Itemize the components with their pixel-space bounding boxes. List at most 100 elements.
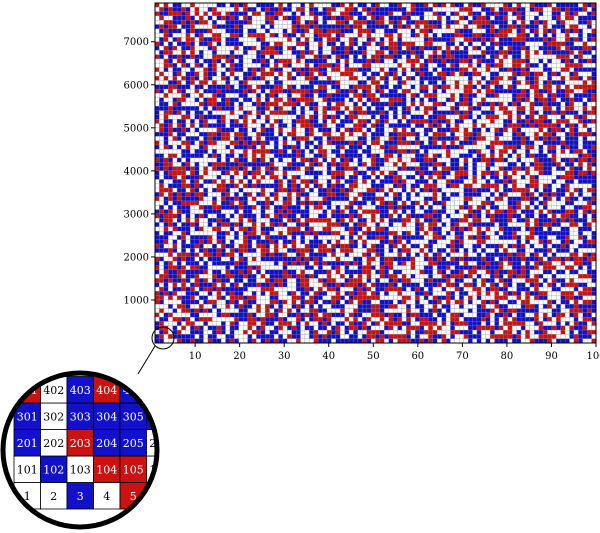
grid-cell xyxy=(485,45,491,51)
grid-cell xyxy=(384,192,389,197)
grid-cell xyxy=(542,119,548,124)
grid-cell xyxy=(185,131,191,137)
grid-cell xyxy=(260,80,266,85)
grid-cell xyxy=(375,11,381,17)
grid-cell xyxy=(406,192,411,197)
grid-cell xyxy=(565,63,570,68)
grid-cell xyxy=(525,187,530,193)
grid-cell xyxy=(587,157,592,163)
grid-cell xyxy=(172,127,178,133)
grid-cell xyxy=(326,192,332,197)
grid-cell xyxy=(348,149,354,154)
grid-cell xyxy=(520,114,526,120)
grid-cell xyxy=(185,84,191,90)
grid-cell xyxy=(520,2,526,8)
grid-cell xyxy=(273,54,279,60)
grid-cell xyxy=(269,123,275,128)
grid-cell xyxy=(185,162,191,167)
grid-cell xyxy=(304,11,310,17)
grid-cell xyxy=(176,45,182,51)
grid-cell xyxy=(445,88,451,94)
grid-cell xyxy=(370,45,376,51)
grid-cell xyxy=(494,136,500,141)
grid-cell xyxy=(238,33,244,38)
grid-cell xyxy=(265,101,270,107)
grid-cell xyxy=(415,28,420,34)
grid-cell xyxy=(560,106,566,111)
grid-cell xyxy=(401,170,407,176)
grid-cell xyxy=(437,192,442,197)
grid-cell xyxy=(176,80,182,85)
grid-cell xyxy=(198,162,204,167)
grid-cell xyxy=(459,45,464,51)
grid-cell xyxy=(309,24,314,29)
grid-cell xyxy=(340,24,345,29)
grid-cell xyxy=(198,157,204,163)
grid-cell xyxy=(348,58,354,64)
grid-cell xyxy=(225,76,231,81)
grid-cell xyxy=(331,114,336,120)
grid-cell xyxy=(370,54,376,60)
grid-cell xyxy=(437,50,442,55)
grid-cell xyxy=(569,24,575,29)
grid-cell xyxy=(265,175,270,180)
grid-cell xyxy=(172,93,178,98)
grid-cell xyxy=(542,136,548,141)
grid-cell xyxy=(520,97,526,103)
grid-cell xyxy=(410,71,416,77)
grid-cell xyxy=(463,192,469,197)
grid-cell xyxy=(525,196,530,202)
grid-cell xyxy=(587,28,592,34)
grid-cell xyxy=(309,192,314,197)
grid-cell xyxy=(207,76,213,81)
grid-cell xyxy=(573,114,579,120)
grid-cell xyxy=(428,140,433,146)
grid-cell xyxy=(287,33,292,38)
grid-cell xyxy=(370,71,376,77)
grid-cell xyxy=(485,170,491,176)
grid-cell xyxy=(260,11,266,17)
grid-cell xyxy=(287,88,292,94)
grid-cell xyxy=(370,200,376,206)
grid-cell xyxy=(300,24,306,29)
grid-cell xyxy=(335,37,341,42)
grid-cell xyxy=(375,88,381,94)
grid-cell xyxy=(476,162,482,167)
grid-cell xyxy=(397,179,403,184)
grid-cell xyxy=(256,15,261,21)
grid-cell xyxy=(498,131,504,137)
grid-cell xyxy=(176,136,182,141)
grid-cell xyxy=(490,93,495,98)
grid-cell xyxy=(260,144,266,150)
grid-cell xyxy=(300,196,306,202)
grid-cell xyxy=(370,127,376,133)
grid-cell xyxy=(481,28,486,34)
grid-cell xyxy=(212,140,217,146)
grid-cell xyxy=(406,213,411,219)
grid-cell xyxy=(370,205,376,210)
grid-cell xyxy=(322,196,328,202)
grid-cell xyxy=(331,183,336,189)
grid-cell xyxy=(168,15,173,21)
grid-cell xyxy=(547,93,553,98)
grid-cell xyxy=(384,93,389,98)
grid-cell xyxy=(243,106,248,111)
grid-cell xyxy=(176,63,182,68)
grid-cell xyxy=(309,166,314,171)
grid-cell xyxy=(348,33,354,38)
grid-cell xyxy=(556,192,561,197)
grid-cell xyxy=(159,170,164,176)
grid-cell xyxy=(481,136,486,141)
grid-cell xyxy=(494,71,500,77)
grid-cell xyxy=(154,24,160,29)
grid-cell xyxy=(176,183,182,189)
grid-cell xyxy=(551,183,557,189)
grid-cell xyxy=(295,127,301,133)
grid-cell xyxy=(423,93,429,98)
grid-cell xyxy=(485,24,491,29)
grid-cell xyxy=(410,54,416,60)
grid-cell xyxy=(525,114,530,120)
grid-cell xyxy=(384,67,389,72)
grid-cell xyxy=(198,170,204,176)
grid-cell xyxy=(432,41,438,47)
